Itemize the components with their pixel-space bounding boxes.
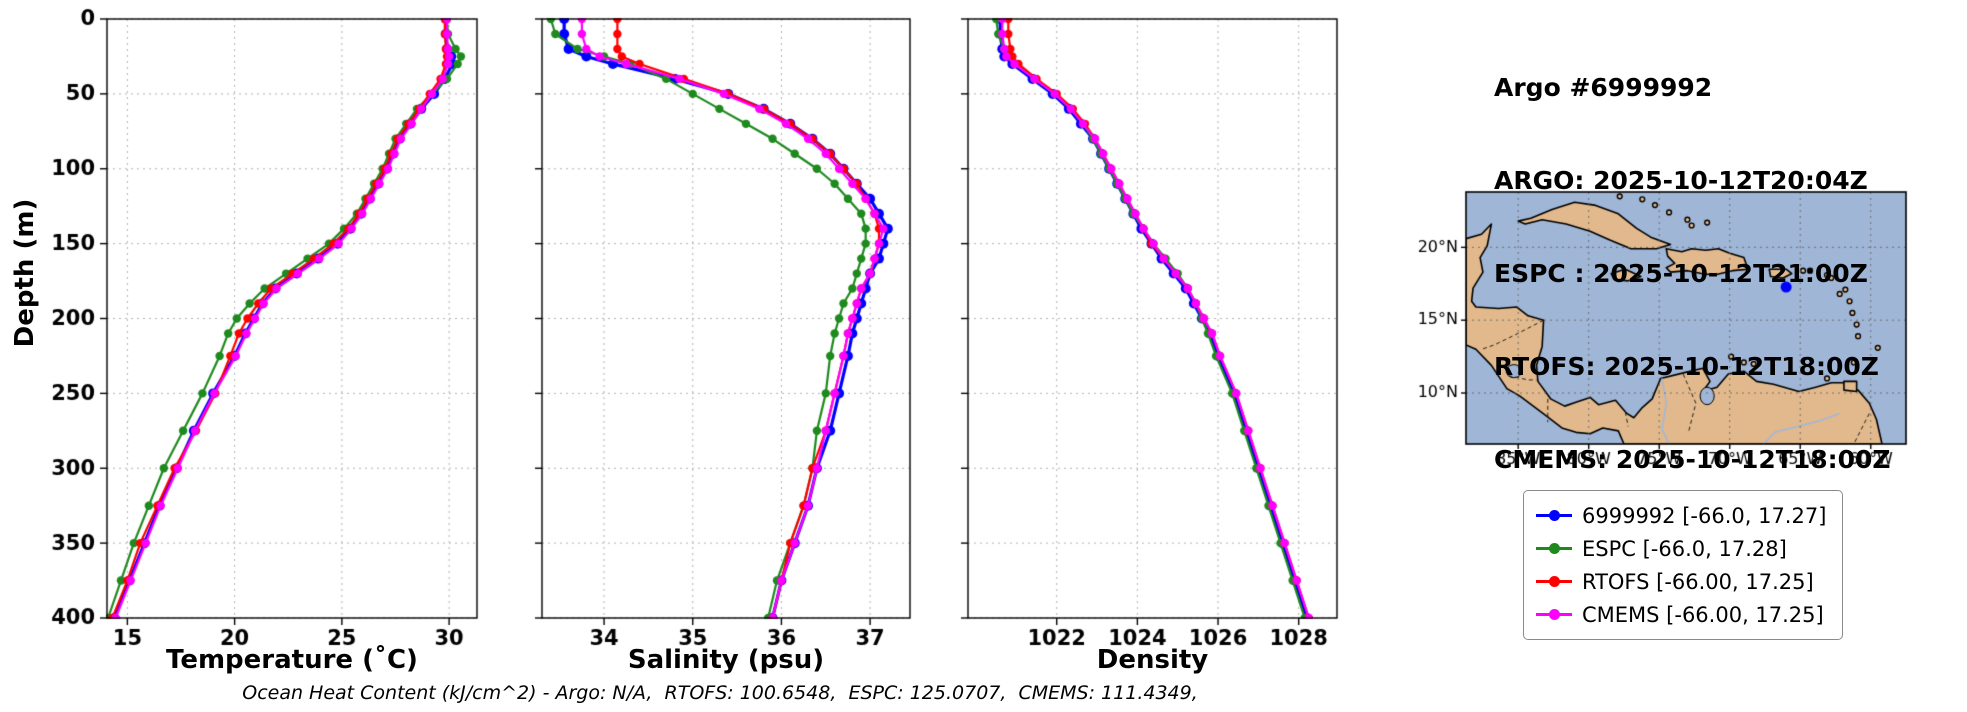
legend-label-argo: 6999992 [-66.0, 17.27] (1582, 503, 1827, 528)
legend-row-argo: 6999992 [-66.0, 17.27] (1536, 499, 1826, 532)
rtofs-timestamp: RTOFS: 2025-10-12T18:00Z (1494, 352, 1879, 381)
float-info-header: Argo #6999992 ARGO: 2025-10-12T20:04Z ES… (1494, 10, 1891, 537)
legend-label-cmems: CMEMS [-66.00, 17.25] (1582, 602, 1824, 627)
legend-label-espc: ESPC [-66.0, 17.28] (1582, 536, 1787, 561)
temperature-axis-label: Temperature (˚C) (166, 645, 418, 675)
legend-row-rtofs: RTOFS [-66.00, 17.25] (1536, 565, 1826, 598)
legend-row-cmems: CMEMS [-66.00, 17.25] (1536, 598, 1826, 631)
legend-row-espc: ESPC [-66.0, 17.28] (1536, 532, 1826, 565)
legend-marker-argo (1536, 510, 1572, 521)
legend-marker-rtofs (1536, 576, 1572, 587)
argo-timestamp: ARGO: 2025-10-12T20:04Z (1494, 166, 1868, 195)
legend-marker-espc (1536, 543, 1572, 554)
depth-axis-label: Depth (m) (10, 198, 40, 348)
legend-label-rtofs: RTOFS [-66.00, 17.25] (1582, 569, 1814, 594)
ocean-heat-content-annotation: Ocean Heat Content (kJ/cm^2) - Argo: N/A… (242, 682, 1198, 704)
cmems-timestamp: CMEMS: 2025-10-12T18:00Z (1494, 445, 1891, 474)
espc-timestamp: ESPC : 2025-10-12T21:00Z (1494, 259, 1868, 288)
float-id-title: Argo #6999992 (1494, 73, 1713, 102)
salinity-axis-label: Salinity (psu) (627, 645, 825, 675)
density-axis-label: Density (1096, 645, 1209, 675)
legend-marker-cmems (1536, 609, 1572, 620)
legend: 6999992 [-66.0, 17.27] ESPC [-66.0, 17.2… (1523, 490, 1844, 640)
